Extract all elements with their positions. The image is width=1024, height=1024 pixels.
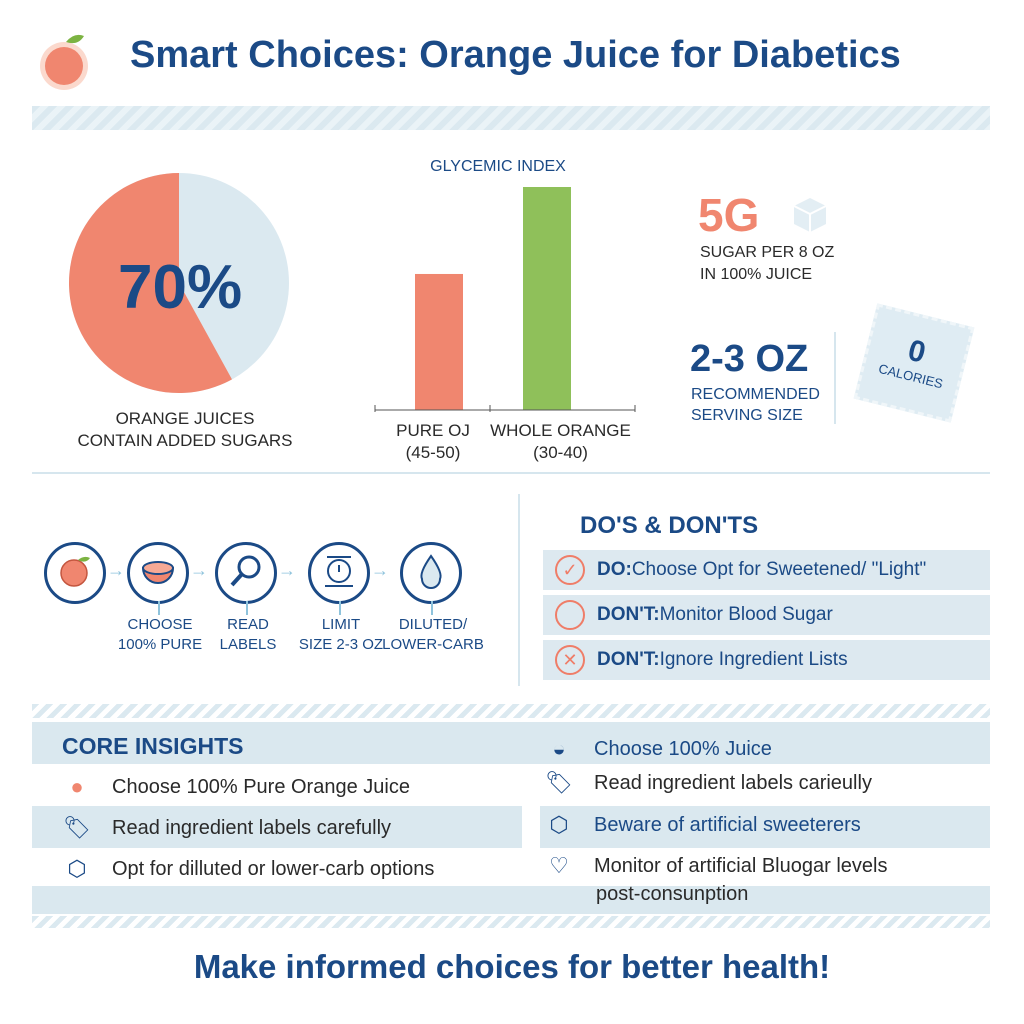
- dos-text: Choose Opt for Sweetened/ "Light": [631, 559, 927, 580]
- decorative-wave-band: [32, 106, 990, 130]
- insight-text: Opt for dilluted or lower-carb options: [112, 857, 435, 880]
- magnifier-icon: [228, 553, 264, 594]
- pie-slice-added-sugar: [68, 173, 232, 393]
- bar-sublabel-pure-oj: (45-50): [405, 443, 461, 462]
- sweetener-packet-icon: 0 CALORIES: [853, 303, 975, 423]
- step-label: SIZE 2-3 OZ: [298, 636, 384, 653]
- pie-caption-1: ORANGE JUICES: [115, 409, 255, 428]
- insight-text: Monitor of artificial Bluogar levels: [594, 854, 888, 877]
- insight-text: Choose 100% Pure Orange Juice: [112, 775, 410, 798]
- insight-text: Read ingredient labels carieully: [594, 771, 872, 794]
- insight-text: Read ingredient labels carefully: [112, 816, 392, 839]
- dos-text: Ignore Ingredient Lists: [659, 649, 848, 670]
- dos-prefix: DON'T:: [597, 649, 660, 670]
- insight-item: ⬡ Opt for dilluted or lower-carb options: [62, 856, 434, 882]
- insight-text: Choose 100% Juice: [594, 737, 772, 760]
- step-label: LABELS: [219, 636, 277, 653]
- serving-caption-2: SERVING SIZE: [691, 407, 803, 424]
- box-x-icon: ⬡: [549, 812, 569, 837]
- insight-item: 🏷 Read ingredient labels carieully: [544, 770, 872, 796]
- step-label: DILUTED/: [398, 616, 468, 633]
- box-icon: ⬡: [67, 856, 87, 881]
- dos-prefix: DO:: [597, 559, 632, 580]
- bar-pure-oj: [415, 273, 463, 410]
- dos-text: Monitor Blood Sugar: [659, 604, 833, 625]
- decorative-band: [32, 704, 990, 718]
- insight-item: ● Choose 100% Pure Orange Juice: [62, 774, 410, 800]
- bar-label-whole-orange: WHOLE ORANGE: [490, 421, 631, 440]
- bar-label-pure-oj: PURE OJ: [396, 421, 470, 440]
- step-label: CHOOSE: [127, 616, 193, 633]
- x-circle-icon: ✕: [555, 645, 585, 675]
- sugar-cube-icon: [793, 198, 827, 232]
- dos-item: ✕ DON'T: Ignore Ingredient Lists: [543, 640, 990, 680]
- bowl-icon: ◒: [552, 736, 566, 761]
- orange-icon: ●: [70, 774, 84, 799]
- sugar-caption-2: IN 100% JUICE: [700, 266, 813, 283]
- page-title: Smart Choices: Orange Juice for Diabetic…: [130, 34, 901, 76]
- footer-tagline: Make informed choices for better health!: [193, 948, 831, 985]
- scale-icon: [321, 553, 357, 594]
- dos-item: ✓ DO: Choose Opt for Sweetened/ "Light": [543, 550, 990, 590]
- step-droplet-icon: [400, 542, 462, 604]
- orange-logo-icon: [36, 30, 96, 97]
- check-circle-icon: ✓: [555, 555, 585, 585]
- bar-chart: [374, 187, 636, 412]
- step-magnifier-icon: [215, 542, 277, 604]
- core-insights-title: CORE INSIGHTS: [62, 733, 244, 759]
- dos-prefix: DON'T:: [597, 604, 660, 625]
- serving-caption-1: RECOMMENDED: [691, 386, 820, 403]
- chart-title: GLYCEMIC INDEX: [430, 158, 566, 175]
- insight-item: ♡ Monitor of artificial Bluogar levels: [544, 853, 887, 879]
- bar-sublabel-whole-orange: (30-40): [533, 443, 588, 462]
- bar-whole-orange: [523, 187, 571, 410]
- pie-percent: 70%: [118, 253, 243, 322]
- insight-item: ◒ Choose 100% Juice: [544, 736, 772, 762]
- tag-icon: 🏷: [545, 770, 573, 795]
- arrow-right-icon: →: [190, 560, 208, 580]
- section-divider: [32, 472, 990, 474]
- step-label: LIMIT: [321, 616, 361, 633]
- arrow-right-icon: →: [278, 560, 296, 580]
- sugar-caption-1: SUGAR PER 8 OZ: [700, 244, 835, 261]
- step-scale-icon: [308, 542, 370, 604]
- pie-caption-2: CONTAIN ADDED SUGARS: [77, 431, 293, 450]
- arrow-right-icon: →: [107, 560, 125, 580]
- insight-item: ⬡ Beware of artificial sweeterers: [544, 812, 861, 838]
- droplet-icon: [416, 553, 446, 594]
- dos-donts-title: DO'S & DON'TS: [580, 512, 759, 539]
- sugar-value: 5G: [698, 189, 760, 241]
- step-label: 100% PURE: [117, 636, 203, 653]
- serving-value: 2-3 OZ: [690, 338, 809, 380]
- vertical-divider: [518, 494, 520, 686]
- heart-pulse-icon: ♡: [549, 853, 569, 878]
- orange-slice-icon: [140, 556, 176, 591]
- insight-item: 🏷 Read ingredient labels carefully: [62, 815, 391, 841]
- step-label: LOWER-CARB: [382, 636, 484, 653]
- dos-item: DON'T: Monitor Blood Sugar: [543, 595, 990, 635]
- step-orange-icon: [44, 542, 106, 604]
- insight-text-continued: post-consunption: [596, 883, 749, 905]
- step-label: READ: [227, 616, 269, 633]
- step-orange-slice-icon: [127, 542, 189, 604]
- orange-icon: [58, 554, 92, 593]
- tag-icon: 🏷: [63, 815, 91, 840]
- insight-text: Beware of artificial sweeterers: [594, 813, 861, 836]
- circle-icon: [555, 600, 585, 630]
- arrow-right-icon: →: [371, 560, 389, 580]
- divider: [834, 332, 836, 424]
- pie-chart: [68, 173, 289, 393]
